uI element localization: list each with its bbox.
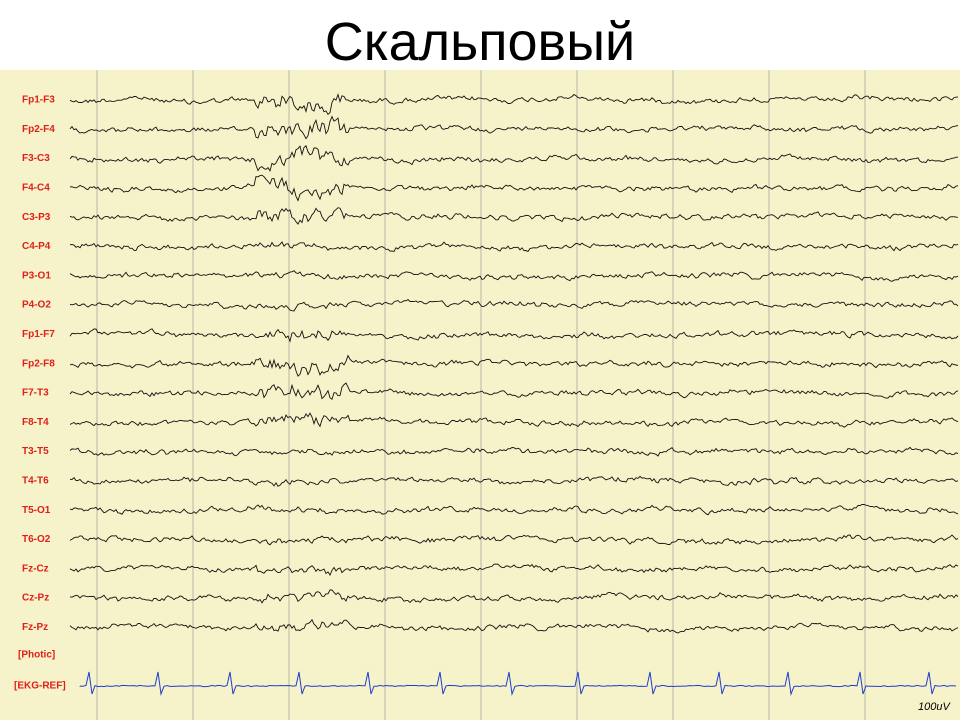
channel-label: C3-P3: [22, 212, 51, 223]
channel-label: Fp2-F4: [22, 124, 55, 135]
photic-label: [Photic]: [18, 650, 55, 661]
eeg-trace: [69, 589, 959, 604]
eeg-trace: [69, 412, 959, 428]
eeg-trace: [69, 618, 959, 634]
eeg-trace: [69, 93, 959, 115]
ekg-trace: [79, 671, 957, 696]
channel-label: T5-O1: [22, 505, 51, 516]
ekg-label: [EKG-REF]: [14, 681, 66, 692]
eeg-trace: [69, 207, 959, 225]
eeg-trace: [69, 534, 959, 546]
channel-label: F4-C4: [22, 183, 50, 194]
channel-label: F3-C3: [22, 153, 50, 164]
eeg-trace: [69, 299, 959, 312]
eeg-panel: [0, 70, 960, 720]
eeg-traces: [69, 93, 959, 696]
eeg-trace: [69, 475, 959, 487]
eeg-trace: [69, 354, 959, 377]
channel-label: T4-T6: [22, 476, 49, 487]
channel-label: Cz-Pz: [22, 593, 49, 604]
channel-labels: Fp1-F3 Fp2-F4 F3-C3 F4-C4 C3-P3 C4-P4 P3-O1 P4-…: [14, 95, 66, 692]
channel-label: F8-T4: [22, 417, 49, 428]
channel-label: T3-T5: [22, 446, 49, 457]
slide-title: Скальповый: [325, 12, 635, 72]
channel-label: C4-P4: [22, 241, 51, 252]
channel-label: F7-T3: [22, 388, 49, 399]
eeg-trace: [69, 446, 959, 457]
time-grid: [96, 70, 866, 720]
channel-label: P3-O1: [22, 270, 51, 281]
eeg-trace: [69, 270, 959, 282]
eeg-trace: [69, 145, 958, 173]
eeg-trace: [69, 504, 959, 516]
eeg-trace: [69, 115, 959, 140]
eeg-trace: [69, 563, 959, 576]
channel-label: Fz-Pz: [22, 622, 48, 633]
eeg-trace: [69, 328, 959, 343]
channel-label: Fp1-F3: [22, 95, 55, 106]
eeg-trace: [69, 382, 959, 400]
eeg-trace: [69, 174, 959, 202]
channel-label: Fp1-F7: [22, 329, 55, 340]
eeg-trace: [69, 241, 959, 253]
scale-label: 100uV: [918, 701, 951, 713]
channel-label: P4-O2: [22, 300, 51, 311]
channel-label: T6-O2: [22, 534, 51, 545]
channel-label: Fz-Cz: [22, 563, 49, 574]
channel-label: Fp2-F8: [22, 358, 55, 369]
